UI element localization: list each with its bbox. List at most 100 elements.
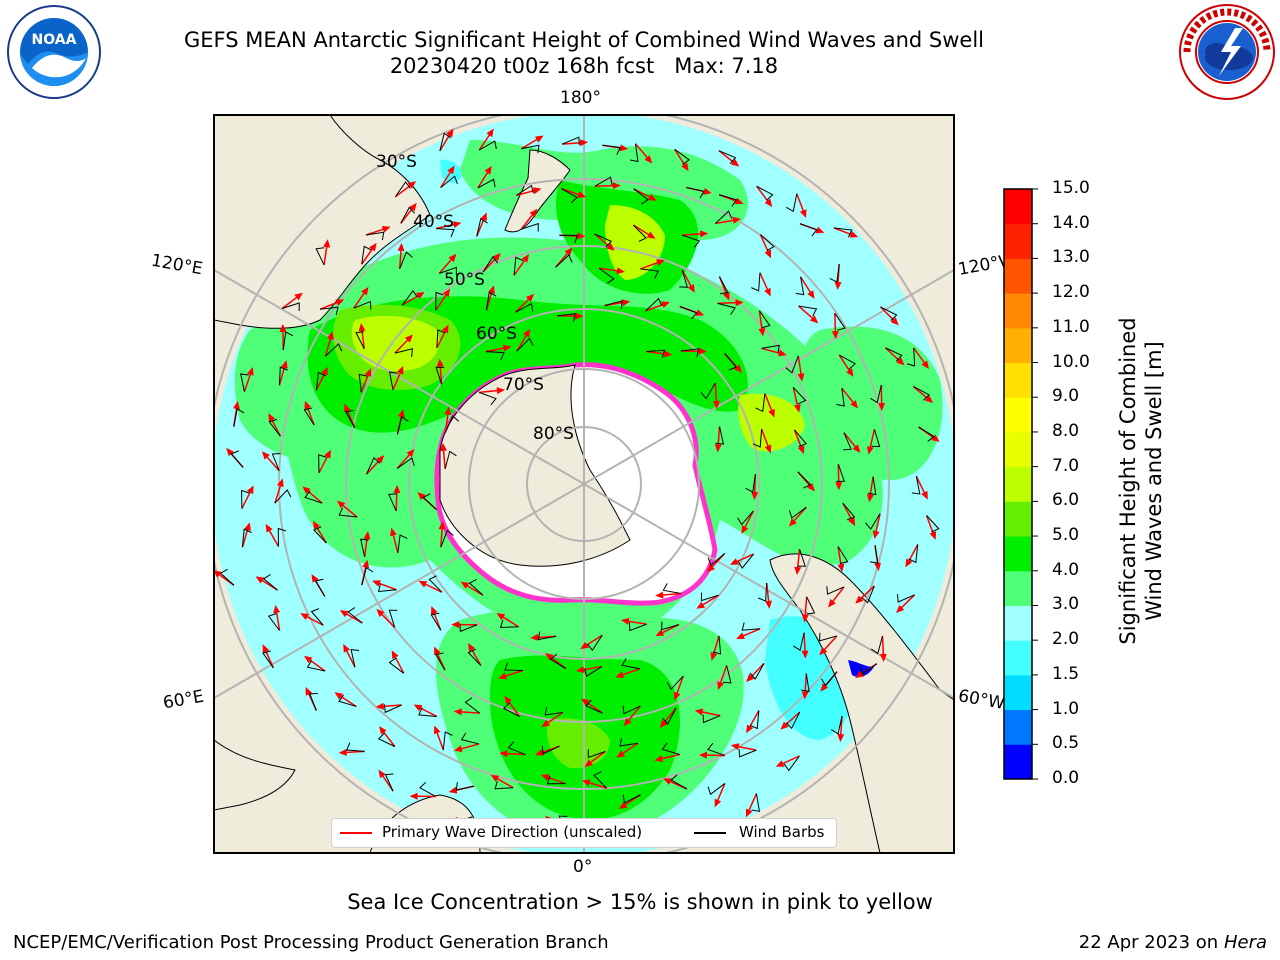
wind-barb	[686, 187, 705, 199]
wind-barb	[361, 245, 372, 265]
wave-direction-arrowhead	[397, 409, 405, 418]
wind-barb	[281, 302, 300, 311]
wave-direction-arrowhead	[673, 691, 681, 701]
wave-direction-arrowhead	[828, 599, 836, 608]
wave-direction-arrowhead	[300, 613, 309, 621]
wind-barb	[397, 534, 408, 553]
wave-direction-arrowhead	[696, 601, 706, 609]
wave-direction-arrowhead	[530, 633, 539, 641]
wind-barb	[712, 635, 722, 655]
wind-barb	[724, 353, 738, 371]
wind-barb	[836, 464, 845, 482]
wind-barb	[717, 302, 736, 315]
wave-direction-arrowhead	[730, 159, 740, 167]
wind-barb	[870, 384, 882, 404]
wave-direction-arrowhead	[324, 449, 331, 459]
wave-direction-arrowhead	[799, 209, 807, 219]
wind-barb	[515, 302, 534, 313]
colorbar	[1003, 188, 1038, 780]
wind-barb	[559, 234, 579, 244]
wind-barb	[267, 613, 280, 631]
wave-direction-arrowhead	[404, 334, 413, 343]
wind-barb	[718, 276, 729, 295]
wind-barb	[499, 619, 519, 628]
wind-barb	[715, 210, 733, 224]
wind-barb	[760, 234, 775, 251]
wind-barb	[422, 493, 437, 511]
wind-barb	[319, 306, 339, 316]
wave-direction-arrowhead	[498, 672, 507, 680]
wave-direction-arrowhead	[878, 402, 886, 412]
wind-barb	[549, 653, 567, 670]
wave-direction-arrowhead	[294, 292, 303, 301]
wave-direction-arrowhead	[214, 570, 222, 578]
colorbar-title: Significant Height of Combined Wind Wave…	[1115, 271, 1167, 691]
wave-direction-arrowhead	[848, 517, 856, 527]
wave-direction-arrowhead	[273, 604, 281, 614]
wind-barb	[829, 263, 840, 283]
wave-direction-arrowhead	[391, 650, 399, 660]
wave-direction-arrowhead	[376, 608, 385, 618]
wind-barb	[783, 755, 800, 772]
wave-direction-arrowhead	[327, 331, 334, 340]
wave-direction-arrowhead	[577, 191, 587, 198]
wind-barb	[516, 184, 534, 196]
wave-direction-arrowhead	[921, 360, 929, 370]
wave-direction-arrowhead	[732, 216, 741, 224]
wind-barb	[640, 268, 660, 279]
wave-direction-arrowhead	[312, 520, 321, 530]
wave-direction-arrowhead	[372, 580, 381, 587]
wave-direction-arrowhead	[579, 139, 589, 147]
wave-direction-arrowhead	[584, 759, 593, 767]
wave-direction-arrowhead	[837, 733, 845, 743]
wind-barb	[880, 306, 898, 321]
wind-barb	[240, 373, 249, 392]
wave-direction-arrowhead	[618, 801, 628, 810]
wind-barb	[830, 716, 843, 735]
wind-barb	[839, 354, 856, 370]
wind-barb	[440, 529, 454, 548]
wave-direction-arrowhead	[364, 368, 372, 377]
wave-direction-and-wind-barbs	[214, 128, 940, 846]
wave-direction-arrowhead	[765, 600, 773, 609]
colorbar-tick-label: 5.0	[1052, 525, 1080, 546]
wind-barb	[738, 748, 757, 758]
wind-barb	[797, 549, 806, 567]
wind-barb	[752, 429, 763, 448]
wave-direction-arrowhead	[714, 798, 722, 808]
wind-barb	[700, 592, 719, 602]
wind-barb	[399, 251, 413, 269]
colorbar-segment	[1004, 362, 1032, 398]
footer-date-text: 22 Apr 2023 on	[1078, 932, 1224, 953]
wave-direction-arrowhead	[375, 702, 384, 710]
wind-barb	[918, 426, 935, 442]
wave-direction-arrowhead	[612, 182, 621, 190]
wave-direction-arrowhead	[409, 792, 418, 800]
wind-barb	[306, 660, 326, 672]
wave-direction-arrowhead	[393, 484, 401, 494]
wave-direction-arrowhead	[794, 566, 802, 576]
lat-label-70s: 70°S	[503, 375, 544, 395]
colorbar-tick-label: 11.0	[1052, 316, 1090, 337]
wind-barb	[546, 775, 566, 785]
colorbar-segment	[1004, 674, 1032, 711]
wave-direction-arrowhead	[809, 315, 819, 324]
wind-barb	[516, 337, 534, 352]
wind-barb	[666, 675, 684, 691]
wind-barb	[478, 391, 497, 406]
wave-direction-arrowhead	[712, 400, 720, 409]
wind-barb	[682, 234, 701, 248]
wave-direction-arrowhead	[451, 621, 460, 629]
footer-host: Hera	[1223, 932, 1267, 953]
wind-barb	[360, 538, 369, 557]
wind-barb	[645, 297, 663, 312]
footer-branch: NCEP/EMC/Verification Post Processing Pr…	[13, 932, 609, 953]
wave-direction-arrowhead	[502, 344, 512, 352]
wave-direction-arrowhead	[488, 285, 495, 294]
wave-direction-arrowhead	[780, 721, 789, 730]
wind-barb	[594, 176, 613, 187]
wave-direction-legend-line	[340, 832, 372, 834]
wind-barb	[353, 300, 372, 310]
wind-barb	[314, 578, 326, 597]
wind-barb	[459, 623, 478, 633]
